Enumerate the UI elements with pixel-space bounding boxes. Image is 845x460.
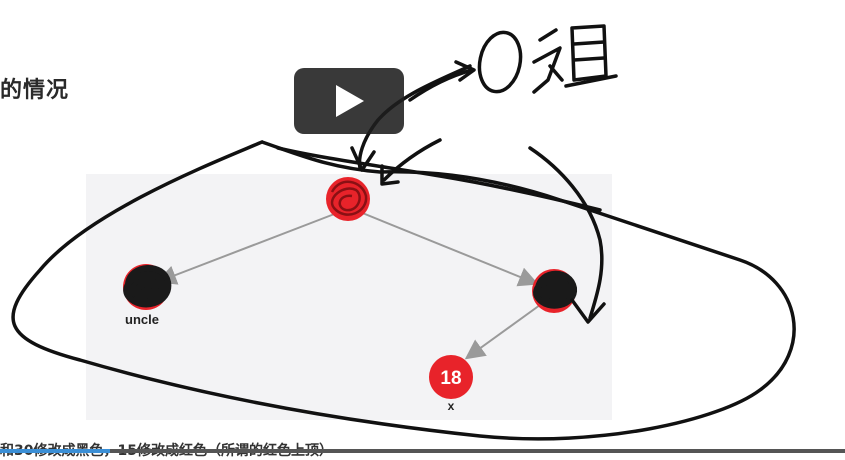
video-progress-bar[interactable] [0,449,845,453]
play-icon [336,85,364,117]
parent-node [532,269,577,313]
edge-grandparent-uncle [156,212,338,285]
edge-parent-x [464,304,541,360]
ink-second-arrow [382,138,442,182]
ink-arrow-head-second [380,164,400,186]
ink-arrow-to-zero [408,68,474,102]
uncle-node [123,264,172,310]
section-heading: 的情况 [0,78,70,103]
grandparent-node [326,177,370,221]
uncle-label: uncle [125,312,159,327]
video-play-button[interactable] [294,68,404,134]
ink-handwriting-zero-zu [477,24,618,94]
x-label: x [448,399,455,413]
ink-top-stroke [276,146,602,212]
video-progress-fill [0,449,110,453]
x-node-value: 18 [440,368,461,389]
ink-arrow-head-zero [454,60,476,82]
ink-long-arrow [528,146,604,320]
x-node: 18 [429,355,473,399]
ink-arrow-head-left [350,146,376,172]
edge-grandparent-parent [359,211,539,287]
ink-enclosing-loop [11,140,796,441]
ink-arrow-head-right [570,298,606,324]
